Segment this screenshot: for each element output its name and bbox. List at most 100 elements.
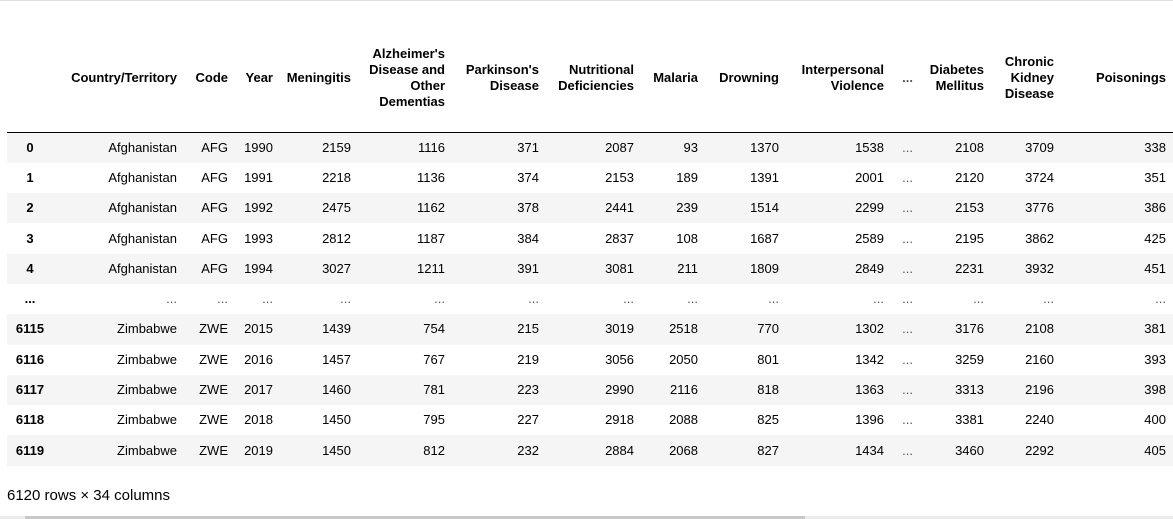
table-cell: 754 xyxy=(423,321,445,337)
column-header: Diabetes Mellitus xyxy=(920,42,991,133)
table-cell: 232 xyxy=(517,442,539,458)
table-cell: 219 xyxy=(517,351,539,367)
table-cell: 223 xyxy=(517,382,539,398)
table-cell: 2015 xyxy=(244,321,273,337)
table-cell: 2475 xyxy=(322,200,351,216)
row-index: 1 xyxy=(26,169,34,185)
table-cell: 770 xyxy=(757,321,779,337)
table-cell: 189 xyxy=(676,169,698,185)
table-cell: 2589 xyxy=(855,230,884,246)
table-cell: 384 xyxy=(517,230,539,246)
column-header: Chronic Kidney Disease xyxy=(991,42,1061,133)
column-header: Code xyxy=(184,42,235,133)
column-header: Drowning xyxy=(705,42,786,133)
column-header: Malaria xyxy=(641,42,705,133)
column-header: Interpersonal Violence xyxy=(786,42,891,133)
dataframe-table: Country/Territory Code Year Meningitis Alzhe… xyxy=(7,42,1173,466)
table-cell: 795 xyxy=(423,412,445,428)
table-cell: 2160 xyxy=(1025,351,1054,367)
table-cell: ... xyxy=(902,442,913,458)
table-cell: 3862 xyxy=(1025,230,1054,246)
table-cell: 1396 xyxy=(855,412,884,428)
table-row: 6116 Zimbabwe ZWE 2016 1457 767 219 3056 2050 801… xyxy=(7,345,1173,375)
table-row: 4 Afghanistan AFG 1994 3027 1211 391 3081 211 180… xyxy=(7,253,1173,284)
table-cell: 2218 xyxy=(322,169,351,185)
table-body: 0 Afghanistan AFG 1990 2159 1116 371 2087 93 1370… xyxy=(7,132,1173,466)
table-cell: 1993 xyxy=(244,230,273,246)
table-cell: Afghanistan xyxy=(108,260,177,276)
table-cell: 211 xyxy=(677,260,698,276)
table-cell: 3019 xyxy=(605,321,634,337)
table-cell: 391 xyxy=(517,260,539,276)
horizontal-scrollbar-thumb[interactable] xyxy=(25,516,805,519)
table-cell: 405 xyxy=(1144,442,1166,458)
table-cell: 801 xyxy=(757,351,779,367)
table-cell: 2120 xyxy=(955,169,984,185)
header-row: Country/Territory Code Year Meningitis Alzhe… xyxy=(7,42,1173,133)
table-cell: 1450 xyxy=(322,412,351,428)
table-cell: 1370 xyxy=(750,139,779,155)
table-cell: 1990 xyxy=(244,139,273,155)
table-cell: AFG xyxy=(201,260,228,276)
table-cell: ... xyxy=(902,351,913,367)
table-cell: 781 xyxy=(423,382,445,398)
table-cell: 393 xyxy=(1144,351,1166,367)
table-cell: 371 xyxy=(517,139,539,155)
table-cell: ... xyxy=(902,291,913,307)
column-header: Parkinson's Disease xyxy=(452,42,546,133)
table-cell: Afghanistan xyxy=(108,230,177,246)
table-cell: Zimbabwe xyxy=(117,321,177,337)
table-cell: ... xyxy=(1155,291,1166,307)
table-cell: 3724 xyxy=(1025,169,1054,185)
table-cell: 827 xyxy=(757,442,779,458)
column-header: ... xyxy=(891,42,920,133)
row-index: 2 xyxy=(26,200,34,216)
table-row: 6118 Zimbabwe ZWE 2018 1450 795 227 2918 2088 825… xyxy=(7,405,1173,435)
table-cell: 451 xyxy=(1144,260,1166,276)
column-header: Meningitis xyxy=(280,42,358,133)
table-cell: ... xyxy=(528,291,539,307)
table-cell: ... xyxy=(902,382,913,398)
index-header xyxy=(7,42,53,133)
table-row: 0 Afghanistan AFG 1990 2159 1116 371 2087 93 1370… xyxy=(7,132,1173,163)
table-cell: 3460 xyxy=(955,442,984,458)
table-cell: ... xyxy=(340,291,351,307)
table-cell: ... xyxy=(1043,291,1054,307)
table-row: 3 Afghanistan AFG 1993 2812 1187 384 2837 108 168… xyxy=(7,223,1173,253)
table-cell: 2159 xyxy=(322,139,351,155)
table-cell: ... xyxy=(973,291,984,307)
table-cell: ... xyxy=(687,291,698,307)
table-cell: Zimbabwe xyxy=(117,442,177,458)
table-cell: ZWE xyxy=(199,382,228,398)
row-index: 6119 xyxy=(15,442,45,458)
table-cell: 2068 xyxy=(669,442,698,458)
table-cell: 2017 xyxy=(244,382,273,398)
table-cell: ... xyxy=(902,260,913,276)
table-cell: 2108 xyxy=(1025,321,1054,337)
table-cell: ZWE xyxy=(199,412,228,428)
table-cell: 2019 xyxy=(244,442,273,458)
table-cell: ... xyxy=(217,291,228,307)
table-cell: 3081 xyxy=(605,260,634,276)
table-cell: AFG xyxy=(201,230,228,246)
table-cell: 400 xyxy=(1144,412,1166,428)
dataframe-container: Country/Territory Code Year Meningitis Alzhe… xyxy=(7,42,1173,466)
table-cell: 1538 xyxy=(855,139,884,155)
table-cell: 1363 xyxy=(855,382,884,398)
table-cell: 1992 xyxy=(244,200,273,216)
table-cell: 812 xyxy=(423,442,445,458)
table-cell: ... xyxy=(623,291,634,307)
table-cell: ... xyxy=(902,200,913,216)
table-cell: 1991 xyxy=(244,169,273,185)
table-cell: 3313 xyxy=(955,382,984,398)
table-cell: ... xyxy=(902,412,913,428)
table-cell: Afghanistan xyxy=(108,200,177,216)
table-row: 6115 Zimbabwe ZWE 2015 1439 754 215 3019 2518 770… xyxy=(7,314,1173,345)
row-index: ... xyxy=(24,291,36,307)
table-cell: 3932 xyxy=(1025,260,1054,276)
column-header: Nutritional Deficiencies xyxy=(546,42,641,133)
column-header: Alzheimer's Disease and Other Dementias xyxy=(358,42,452,133)
table-cell: 2812 xyxy=(322,230,351,246)
table-cell: ... xyxy=(262,291,273,307)
